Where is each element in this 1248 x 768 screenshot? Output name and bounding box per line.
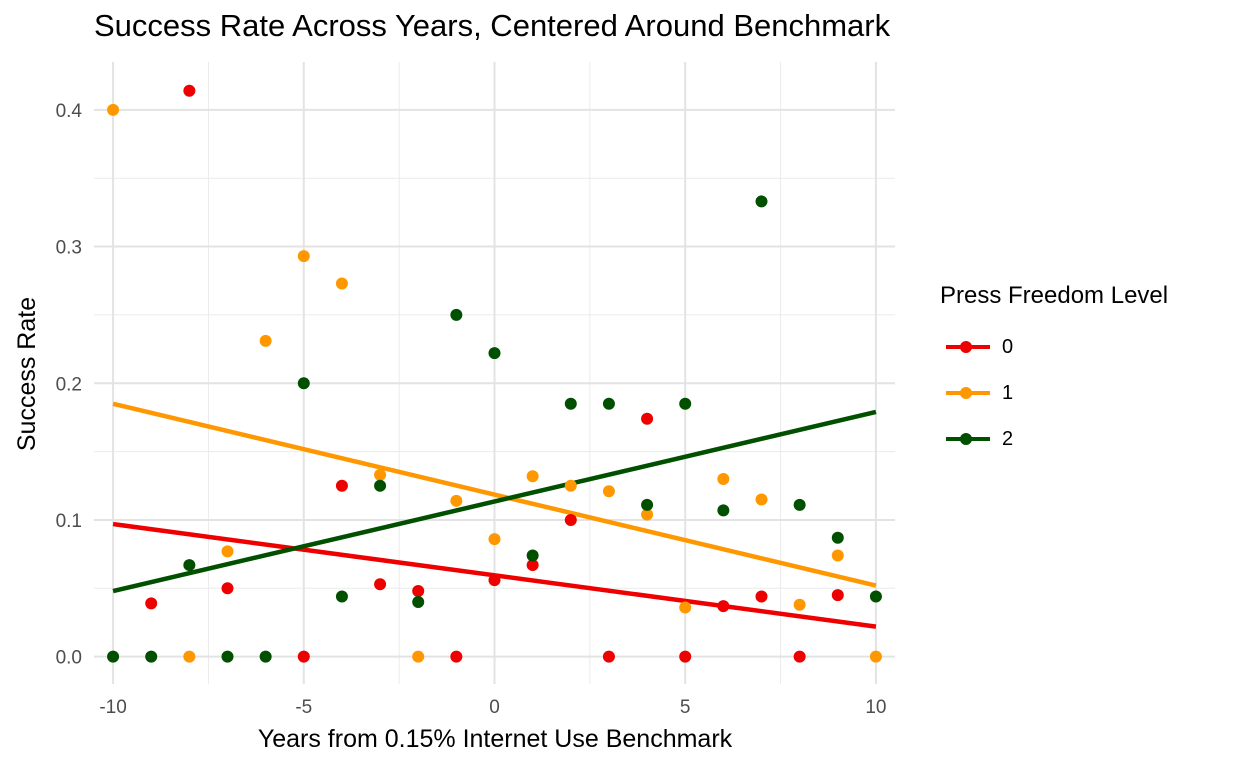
legend-items: 0 1 2: [940, 324, 1168, 462]
data-point-0: [335, 479, 348, 492]
y-tick-label: 0.4: [56, 101, 83, 122]
legend-label: 2: [1002, 427, 1014, 450]
legend: Press Freedom Level 0 1 2: [940, 282, 1168, 462]
y-axis-ticks: 0.0 0.1 0.2 0.3 0.4: [56, 101, 83, 669]
data-point-1: [755, 493, 768, 506]
data-point-0: [793, 650, 806, 663]
x-axis-title: Years from 0.15% Internet Use Benchmark: [258, 725, 733, 753]
data-point-2: [564, 397, 577, 410]
y-axis-title: Success Rate: [13, 297, 41, 451]
data-point-2: [717, 504, 730, 517]
data-point-1: [221, 545, 234, 558]
data-point-0: [145, 597, 158, 610]
data-point-2: [374, 479, 387, 492]
data-point-2: [221, 650, 234, 663]
x-axis-ticks: -10 -5 0 5 10: [99, 697, 886, 718]
data-point-2: [679, 397, 692, 410]
data-point-1: [488, 533, 501, 546]
legend-item-1: 1: [940, 370, 1168, 416]
data-point-0: [374, 578, 387, 591]
legend-item-0: 0: [940, 324, 1168, 370]
data-point-2: [755, 195, 768, 208]
data-point-1: [107, 103, 120, 116]
data-point-1: [793, 598, 806, 611]
data-point-1: [564, 479, 577, 492]
data-point-1: [602, 485, 615, 498]
data-point-1: [869, 650, 882, 663]
data-point-0: [755, 590, 768, 603]
data-point-0: [564, 513, 577, 526]
data-point-1: [412, 650, 425, 663]
data-point-2: [869, 590, 882, 603]
data-point-1: [297, 250, 310, 263]
data-point-2: [450, 308, 463, 321]
chart-title: Success Rate Across Years, Centered Arou…: [94, 8, 891, 43]
y-tick-label: 0.2: [56, 374, 82, 395]
data-point-0: [679, 650, 692, 663]
x-tick-label: -10: [99, 697, 126, 718]
legend-label: 1: [1002, 381, 1014, 404]
data-point-0: [526, 559, 539, 572]
data-point-1: [641, 508, 654, 521]
data-point-1: [831, 549, 844, 562]
y-tick-label: 0.1: [56, 511, 82, 532]
data-point-1: [450, 494, 463, 507]
data-point-2: [793, 498, 806, 511]
data-points: [107, 84, 882, 663]
data-point-0: [297, 650, 310, 663]
x-tick-label: 10: [865, 697, 886, 718]
data-point-2: [602, 397, 615, 410]
data-point-1: [335, 277, 348, 290]
legend-title: Press Freedom Level: [940, 282, 1169, 309]
data-point-2: [412, 595, 425, 608]
data-point-2: [145, 650, 158, 663]
legend-key: [940, 337, 992, 357]
data-point-2: [259, 650, 272, 663]
legend-item-2: 2: [940, 416, 1168, 462]
y-tick-label: 0.0: [56, 648, 82, 669]
data-point-1: [526, 470, 539, 483]
x-tick-label: 0: [489, 697, 500, 718]
data-point-2: [488, 347, 501, 360]
data-point-0: [717, 600, 730, 613]
data-point-0: [831, 589, 844, 602]
data-point-2: [107, 650, 120, 663]
data-point-1: [374, 468, 387, 481]
data-point-1: [717, 472, 730, 485]
data-point-0: [412, 585, 425, 598]
trend-line-1: [112, 401, 877, 588]
grid: [94, 62, 895, 684]
legend-label: 0: [1002, 335, 1014, 358]
trend-line-2: [112, 409, 877, 594]
data-point-1: [679, 601, 692, 614]
data-point-1: [183, 650, 196, 663]
legend-key: [940, 429, 992, 449]
data-point-2: [297, 377, 310, 390]
data-point-2: [526, 549, 539, 562]
data-point-0: [450, 650, 463, 663]
x-tick-label: -5: [295, 697, 312, 718]
data-point-0: [488, 574, 501, 587]
data-point-0: [602, 650, 615, 663]
data-point-2: [641, 498, 654, 511]
legend-key: [940, 383, 992, 403]
data-point-1: [259, 334, 272, 347]
data-point-2: [335, 590, 348, 603]
data-point-0: [221, 582, 234, 595]
data-point-2: [183, 559, 196, 572]
x-tick-label: 5: [680, 697, 691, 718]
data-point-0: [641, 412, 654, 425]
data-point-0: [183, 84, 196, 97]
y-tick-label: 0.3: [56, 238, 82, 259]
data-point-2: [831, 531, 844, 544]
